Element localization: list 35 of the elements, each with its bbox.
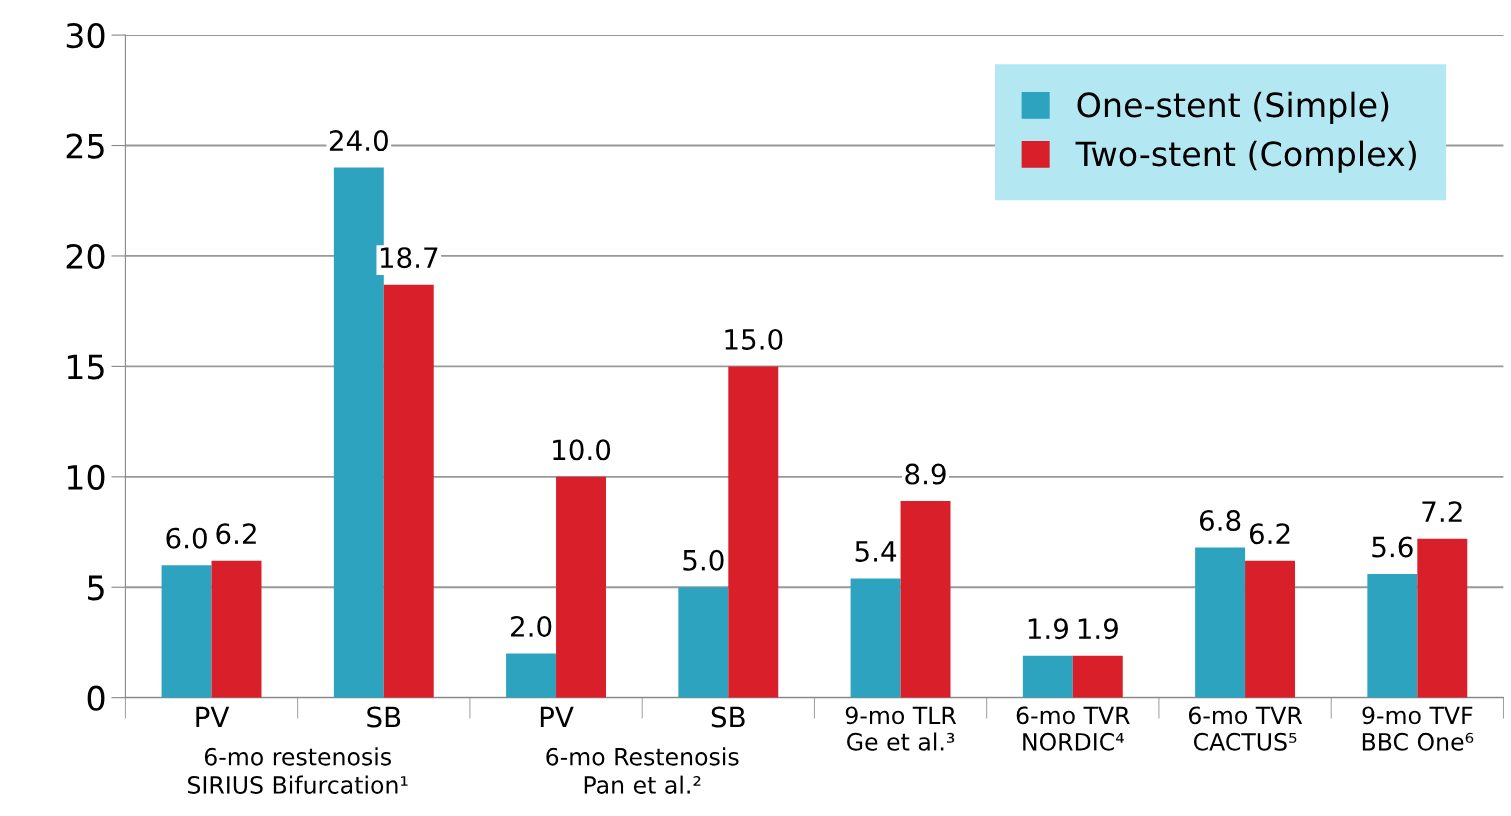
data-label: 2.0: [511, 616, 552, 638]
data-label: 6.0: [166, 527, 207, 549]
data-label: 8.9: [905, 463, 946, 485]
x-tick-label: SB: [367, 706, 401, 728]
y-tick-label: 5: [88, 575, 104, 601]
y-tick-label: 10: [67, 464, 105, 490]
data-label: 5.4: [855, 541, 897, 562]
y-tick-label: 20: [66, 243, 105, 270]
data-label: 18.7: [380, 247, 438, 269]
data-label: 5.6: [1372, 536, 1413, 558]
data-label: 6.2: [1249, 523, 1290, 545]
x-tick-label: 6-mo TVR NORDIC⁴: [1016, 706, 1130, 751]
text: 6-mo restenosis SIRIUS Bifurcation¹: [188, 747, 408, 794]
y-tick-label: 0: [87, 685, 105, 711]
x-tick-label: 9-mo TLR Ge et al.³: [845, 706, 957, 751]
y-tick-label: 25: [66, 133, 104, 159]
data-label: 6.8: [1199, 509, 1241, 531]
data-label: 1.9: [1028, 618, 1068, 640]
data-label: 15.0: [725, 328, 783, 350]
data-label: 10.0: [553, 439, 611, 461]
data-label: 1.9: [1078, 618, 1118, 640]
y-tick-label: 30: [66, 23, 105, 49]
legend-label: One-stent (Simple): [1077, 91, 1389, 124]
y-tick-label: 15: [67, 354, 104, 380]
text: 6-mo Restenosis Pan et al.²: [546, 747, 739, 794]
x-tick-label: 9-mo TVF BBC One⁶: [1362, 706, 1474, 751]
data-label: 7.2: [1422, 501, 1462, 522]
x-tick-label: PV: [196, 706, 230, 728]
data-label: 6.2: [216, 523, 256, 545]
legend-label: Two-stent (Complex): [1075, 140, 1416, 173]
x-tick-label: 6-mo TVR CACTUS⁵: [1188, 706, 1303, 751]
x-tick-label: SB: [711, 706, 745, 728]
data-label: 24.0: [329, 130, 388, 152]
data-label: 5.0: [683, 549, 724, 571]
x-tick-label: PV: [540, 706, 574, 728]
